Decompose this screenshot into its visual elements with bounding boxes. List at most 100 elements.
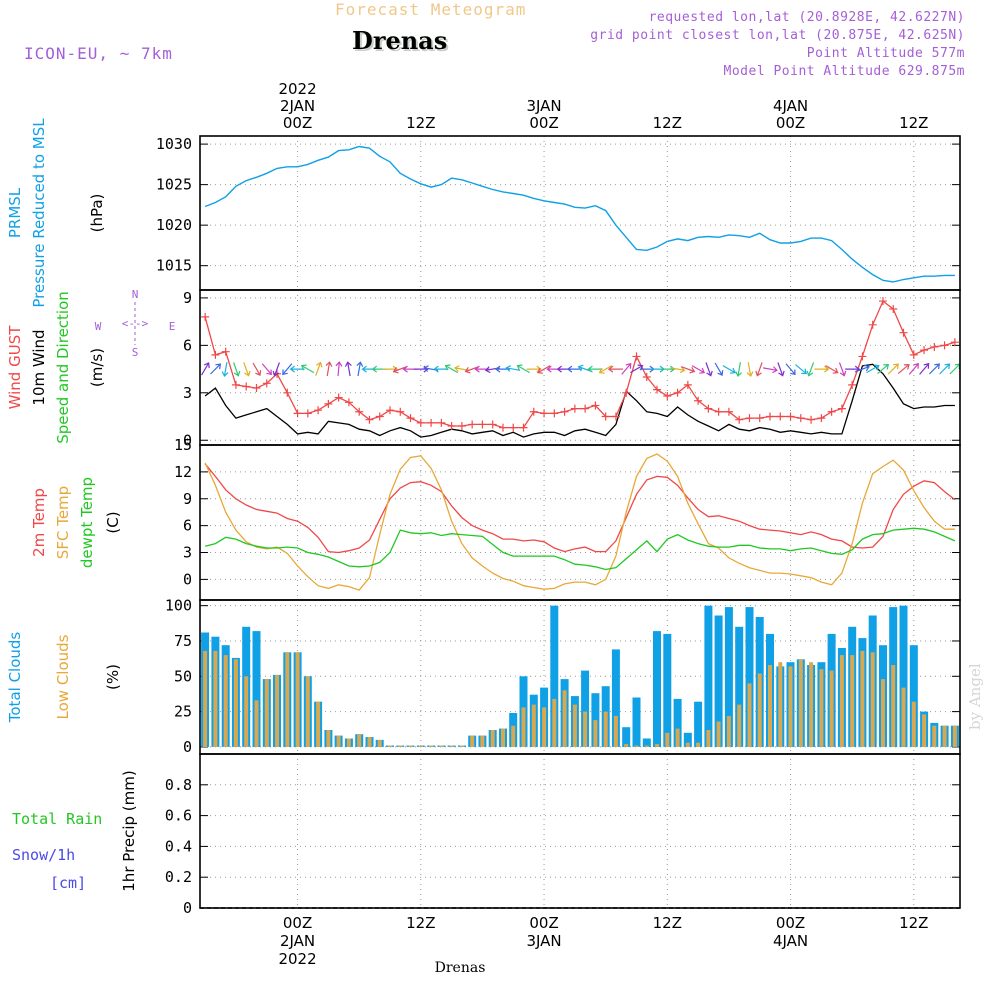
- panel-clouds: 0 25 50 75 100 Total Clouds Low Clouds (%): [6, 597, 961, 756]
- total-clouds-bar: [663, 633, 672, 747]
- wind-direction-arrow: [735, 362, 743, 377]
- wind-direction-arrow: [272, 362, 280, 377]
- low-clouds-bar: [922, 714, 927, 747]
- low-clouds-bar: [367, 737, 372, 747]
- total-clouds-bar: [724, 607, 733, 747]
- wind-direction-arrow: [814, 365, 830, 373]
- y-tick-label: 12: [174, 463, 192, 481]
- wind-direction-arrow: [252, 362, 262, 376]
- gust-marker: [878, 297, 887, 306]
- wind-direction-arrow: [806, 362, 815, 377]
- gust-marker: [601, 412, 610, 421]
- low-clouds-bar: [542, 707, 547, 747]
- low-clouds-bar: [470, 735, 475, 747]
- wind-direction-arrow: [755, 362, 763, 377]
- panel-frame: [199, 753, 961, 909]
- bottom-time-label: 00Z: [283, 914, 312, 932]
- bottom-time-label: 00Z: [776, 914, 805, 932]
- direction-legend-w: W: [95, 320, 102, 333]
- chart-subtitle: Forecast Meteogram: [335, 0, 527, 19]
- gust-marker: [211, 350, 220, 359]
- low-clouds-bar: [408, 745, 413, 747]
- panel-label: PRMSL: [6, 187, 24, 238]
- low-clouds-bar: [644, 745, 649, 747]
- direction-legend-s: S: [132, 346, 139, 359]
- panel-label: (%): [104, 664, 122, 690]
- wind-direction-arrow: [300, 364, 315, 374]
- grid-point-coordinates: grid point closest lon,lat (20.875E, 42.…: [590, 28, 965, 43]
- total-clouds-bar: [673, 698, 682, 747]
- wind-direction-arrow: [433, 365, 449, 373]
- top-time-label: 12Z: [406, 114, 435, 132]
- wind-direction-arrow: [210, 363, 222, 375]
- gust-marker: [344, 398, 353, 407]
- gust-marker: [262, 379, 271, 388]
- gust-marker: [724, 407, 733, 416]
- low-clouds-bar: [891, 665, 896, 747]
- wind-direction-arrow: [670, 366, 686, 374]
- model-label: ICON-EU, ~ 7km: [24, 44, 173, 63]
- y-tick-label: 0: [183, 899, 192, 917]
- low-clouds-bar: [275, 674, 279, 747]
- gust-marker: [591, 401, 600, 410]
- gust-marker: [365, 415, 374, 424]
- wind-direction-arrow: [243, 362, 251, 377]
- gust-marker: [930, 342, 939, 351]
- panel-label: (C): [104, 511, 122, 533]
- wind-direction-arrow: [505, 365, 521, 372]
- y-tick-label: 6: [183, 517, 192, 535]
- low-clouds-bar: [716, 721, 721, 747]
- low-clouds-bar: [285, 652, 290, 747]
- wind-direction-arrow: [516, 364, 530, 374]
- low-clouds-bar: [788, 666, 793, 747]
- total-clouds-bar: [632, 697, 641, 747]
- low-clouds-bar: [377, 739, 382, 747]
- low-clouds-bar: [819, 669, 824, 747]
- y-tick-label: 0.4: [165, 837, 192, 855]
- legend-snow: Snow/1h: [12, 846, 75, 864]
- gust-marker: [355, 407, 364, 416]
- low-clouds-bar: [223, 655, 228, 747]
- y-tick-label: 9: [183, 490, 192, 508]
- low-clouds-bar: [685, 742, 690, 747]
- low-clouds-bar: [295, 652, 300, 747]
- low-clouds-bar: [624, 744, 629, 747]
- wind-direction-arrow: [621, 362, 632, 375]
- bottom-time-label: 12Z: [653, 914, 682, 932]
- y-tick-label: 0: [183, 738, 192, 756]
- low-clouds-bar: [244, 676, 249, 747]
- gust-marker: [714, 407, 723, 416]
- wind-direction-arrow: [887, 363, 899, 375]
- y-tick-label: 1015: [156, 257, 192, 275]
- gust-marker: [745, 414, 754, 423]
- y-tick-label: 9: [183, 289, 192, 307]
- low-clouds-bar: [233, 659, 238, 747]
- temp-2m-line: [204, 463, 956, 554]
- gust-marker: [314, 406, 323, 415]
- gust-marker: [642, 372, 651, 381]
- bottom-time-label: 12Z: [406, 914, 435, 932]
- total-clouds-bar: [622, 727, 631, 747]
- gust-marker: [673, 388, 682, 397]
- wind-direction-arrow: [282, 363, 293, 376]
- total-clouds-bar: [653, 631, 661, 747]
- low-clouds-bar: [501, 728, 505, 747]
- gust-marker: [242, 382, 251, 391]
- gust-marker: [560, 407, 569, 416]
- gust-marker: [386, 406, 394, 415]
- panel-label: Wind GUST: [6, 325, 24, 410]
- low-clouds-bar: [932, 725, 937, 747]
- total-clouds-bar: [745, 607, 754, 747]
- low-clouds-bar: [388, 745, 392, 747]
- gust-marker: [303, 409, 312, 418]
- gust-marker: [427, 418, 436, 427]
- wind-speed-line: [204, 363, 955, 438]
- low-clouds-bar: [203, 650, 208, 747]
- low-clouds-bar: [562, 690, 567, 747]
- gust-marker: [221, 347, 230, 356]
- low-clouds-bar: [901, 687, 906, 747]
- gust-marker: [581, 404, 590, 413]
- panel-frame: [199, 135, 961, 291]
- gust-marker: [755, 414, 764, 423]
